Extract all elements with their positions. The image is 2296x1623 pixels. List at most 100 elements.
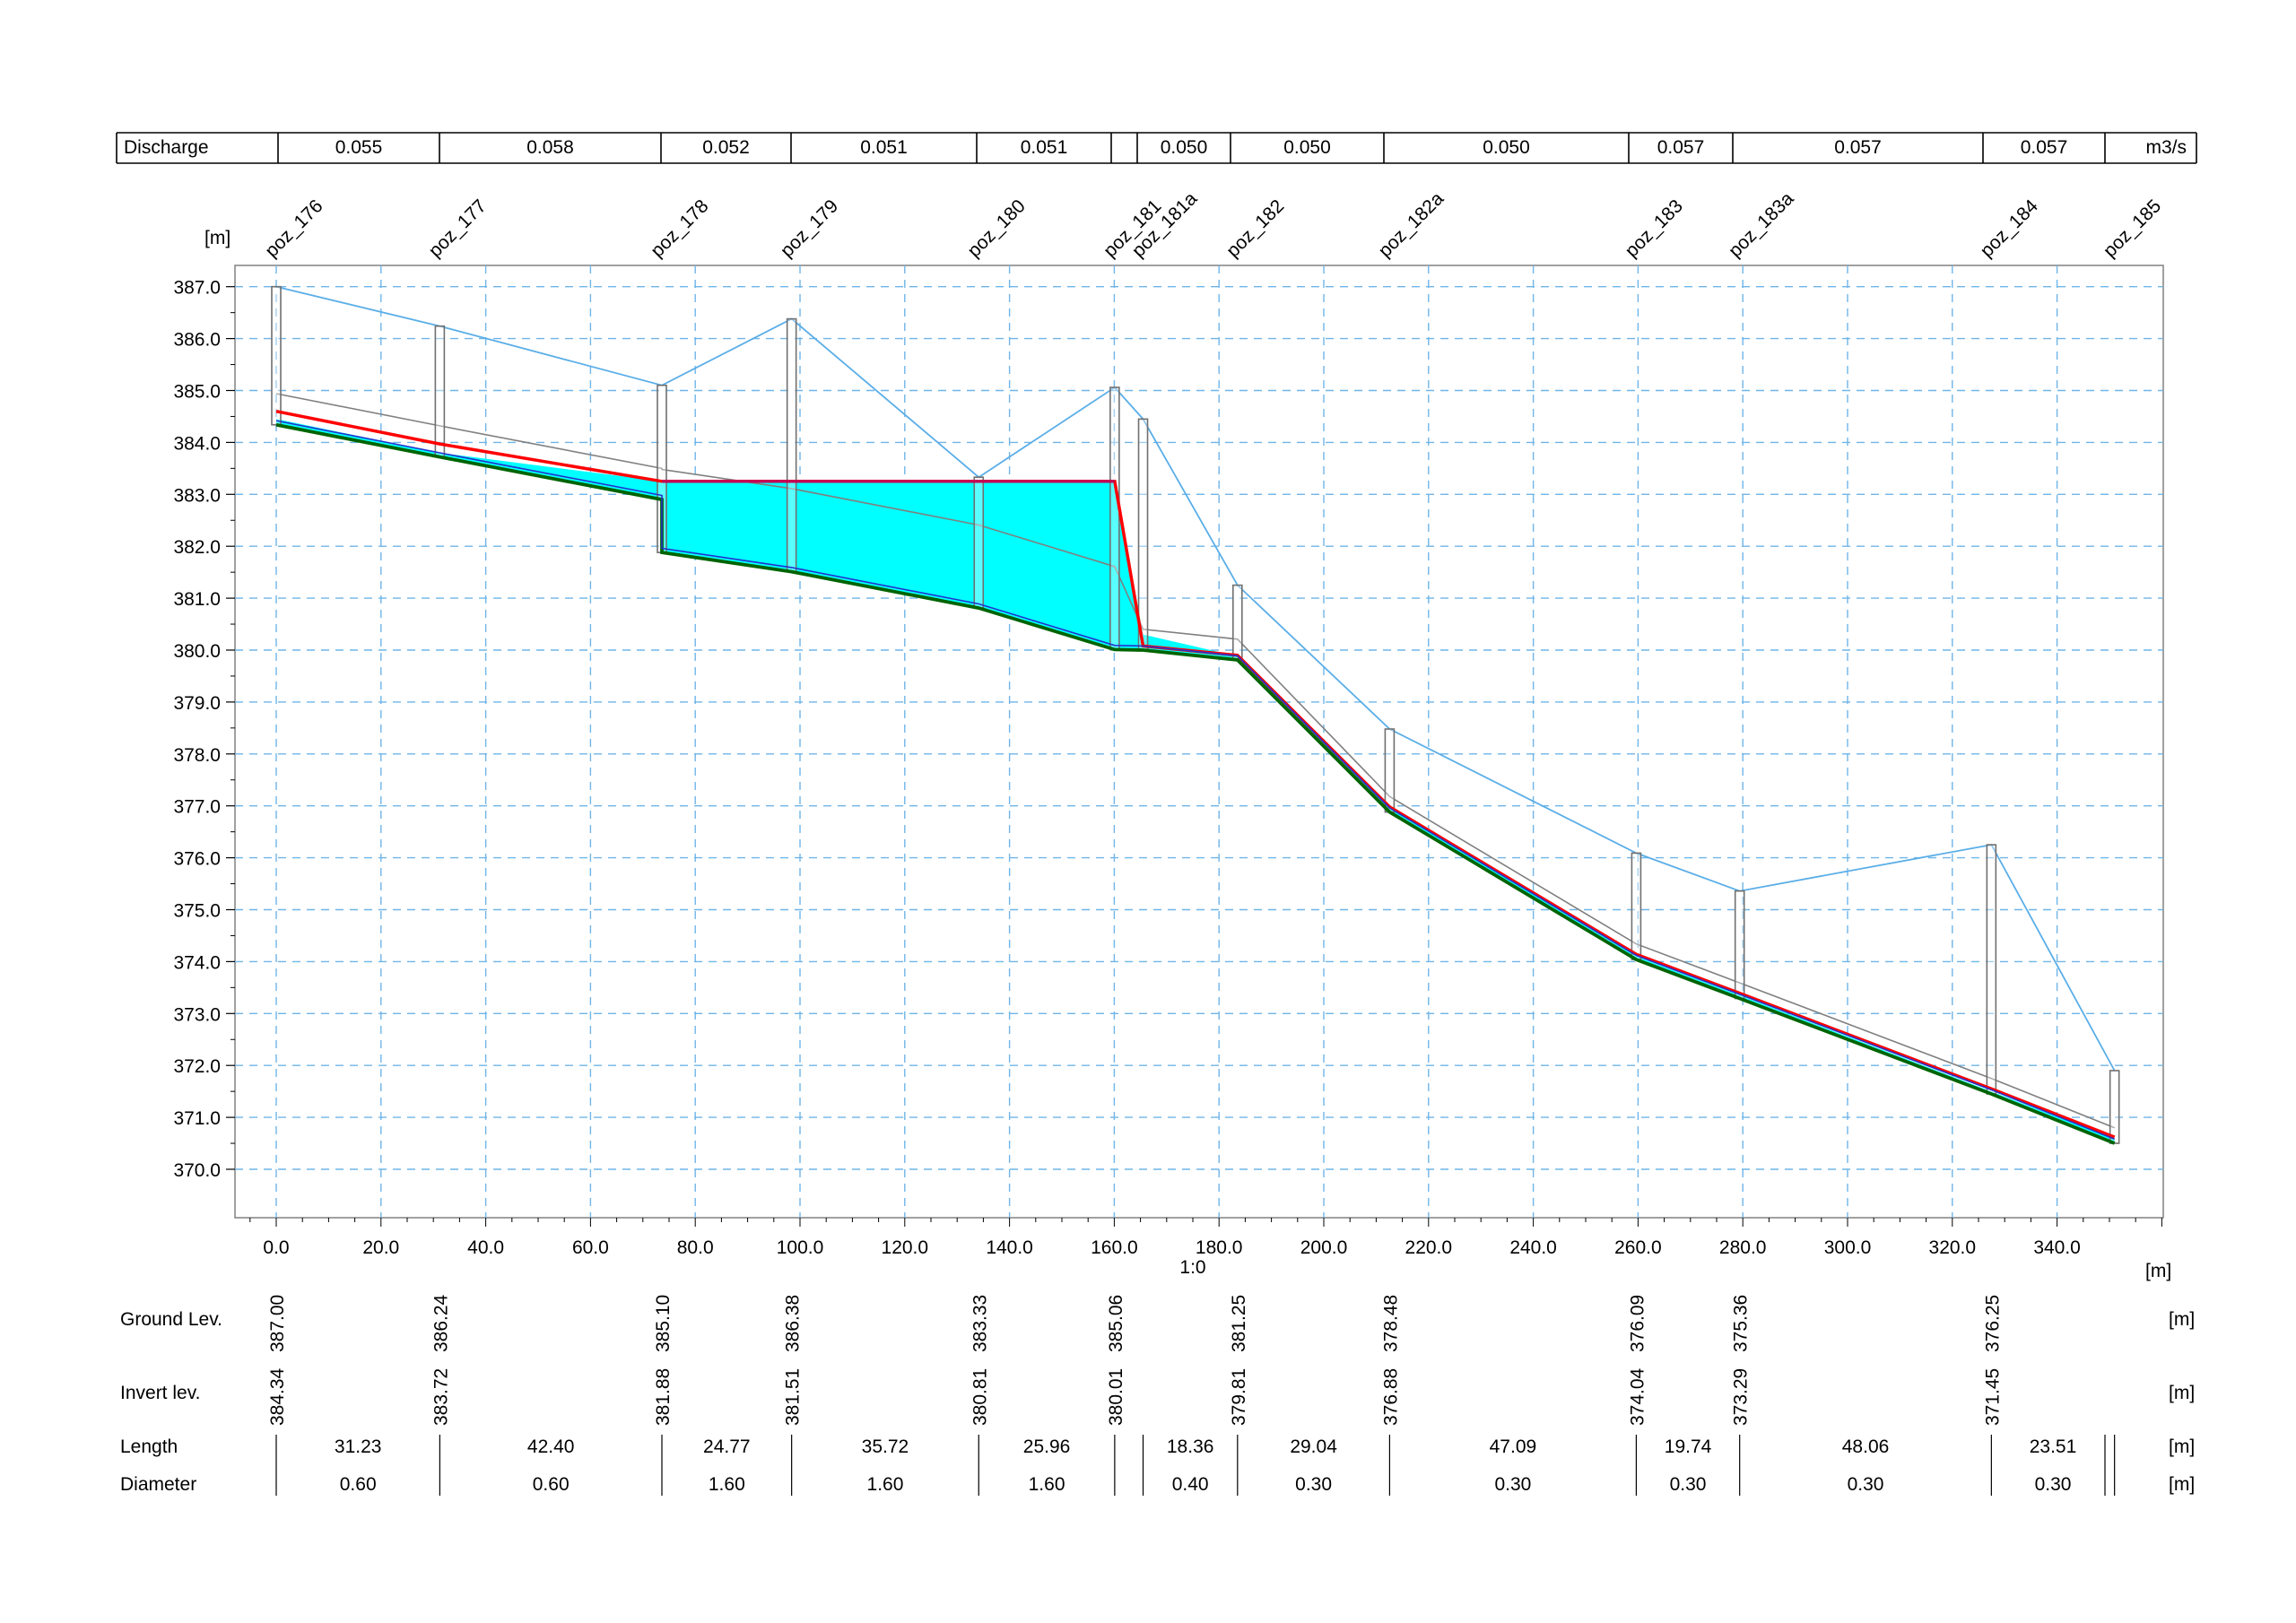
x-tick-label: 200.0 [1300, 1237, 1348, 1258]
discharge-value: 0.058 [526, 137, 574, 158]
ground-level-value: 385.10 [653, 1295, 674, 1352]
invert-level-value: 381.51 [783, 1368, 804, 1426]
x-tick-label: 140.0 [986, 1237, 1033, 1258]
pipe-crown-line [275, 393, 2115, 1129]
x-tick-label: 80.0 [677, 1237, 714, 1258]
y-tick-label: 372.0 [173, 1056, 221, 1077]
y-tick-label: 371.0 [173, 1108, 221, 1129]
manhole-label: poz_183a [1725, 188, 1798, 262]
diameter-value: 0.30 [1494, 1474, 1531, 1495]
data-table: 387.00 384.34 386.24 383.72 385.10 381.88 386.… [267, 1294, 2116, 1496]
ground-level-unit: [m] [2169, 1309, 2195, 1330]
length-value: 19.74 [1665, 1436, 1712, 1457]
x-tick-label: 0.0 [263, 1237, 289, 1258]
y-tick-label: 378.0 [173, 745, 221, 766]
manhole-label: poz_180 [964, 195, 1030, 261]
manhole-shaft [1232, 584, 1243, 661]
x-tick-label: 100.0 [777, 1237, 824, 1258]
y-tick-label: 386.0 [173, 330, 221, 351]
y-tick-label: 374.0 [173, 952, 221, 973]
invert-level-value: 373.29 [1731, 1368, 1752, 1426]
length-value: 48.06 [1842, 1436, 1890, 1457]
x-tick-label: 60.0 [572, 1237, 609, 1258]
y-tick-label: 387.0 [173, 278, 221, 299]
y-tick-label: 370.0 [173, 1160, 221, 1181]
length-value: 23.51 [2030, 1436, 2077, 1457]
ground-level-value: 376.09 [1627, 1295, 1648, 1352]
scale-label: 1:0 [1179, 1257, 1205, 1278]
y-tick-label: 376.0 [173, 849, 221, 870]
invert-level-value: 384.34 [267, 1367, 288, 1426]
length-value: 18.36 [1167, 1436, 1214, 1457]
invert-level-value: 383.72 [430, 1368, 451, 1426]
length-value: 42.40 [527, 1436, 575, 1457]
y-tick-label: 380.0 [173, 641, 221, 662]
invert-level-value: 376.88 [1380, 1368, 1401, 1426]
manhole-shaft [1137, 418, 1149, 651]
manhole-label: poz_183 [1622, 195, 1687, 261]
ground-level-value: 376.25 [1982, 1295, 2003, 1352]
discharge-value: 0.051 [1021, 137, 1068, 158]
y-tick-label: 377.0 [173, 797, 221, 818]
length-value: 31.23 [335, 1436, 382, 1457]
y-tick-label: 381.0 [173, 589, 221, 610]
ground-level-value: 387.00 [267, 1295, 288, 1352]
x-tick-label: 280.0 [1719, 1237, 1767, 1258]
y-tick-label: 384.0 [173, 433, 221, 454]
manhole-label: poz_179 [777, 195, 842, 261]
diameter-value: 0.60 [533, 1474, 570, 1495]
invert-level-value: 374.04 [1627, 1367, 1648, 1426]
manhole-shaft [1986, 844, 1997, 1095]
x-tick-label: 220.0 [1405, 1237, 1453, 1258]
y-tick-label: 382.0 [173, 537, 221, 558]
x-tick-label: 160.0 [1091, 1237, 1138, 1258]
diameter-label: Diameter [120, 1474, 196, 1495]
y-tick-label: 373.0 [173, 1004, 221, 1025]
invert-level-value: 371.45 [1982, 1368, 2003, 1426]
invert-level-value: 381.88 [653, 1368, 674, 1426]
x-tick-label: 240.0 [1509, 1237, 1557, 1258]
manhole-label: poz_182a [1375, 188, 1448, 262]
manhole-label: poz_182 [1222, 195, 1288, 261]
length-value: 29.04 [1290, 1436, 1337, 1457]
length-value: 47.09 [1490, 1436, 1537, 1457]
manhole-shaft [271, 285, 282, 426]
manhole-shaft [2109, 1070, 2120, 1144]
discharge-value: 0.051 [860, 137, 908, 158]
manhole-label: poz_177 [425, 195, 491, 261]
diameter-value: 0.40 [1172, 1474, 1209, 1495]
discharge-value: 0.052 [702, 137, 750, 158]
ground-level-value: 381.25 [1229, 1295, 1249, 1352]
plot-area: 370.0 371.0 372.0 373.0 374.0 375.0 376.0 377.0… [173, 188, 2165, 1258]
discharge-value: 0.057 [1834, 137, 1882, 158]
ground-level-value: 386.24 [430, 1294, 451, 1352]
manhole-shaft [1109, 386, 1120, 651]
length-value: 25.96 [1023, 1436, 1071, 1457]
length-label: Length [120, 1436, 178, 1457]
diameter-value: 0.30 [2035, 1474, 2072, 1495]
discharge-value: 0.055 [335, 137, 383, 158]
y-tick-label: 379.0 [173, 693, 221, 714]
length-value: 24.77 [703, 1436, 751, 1457]
plot-frame [234, 265, 2164, 1219]
invert-level-value: 379.81 [1229, 1368, 1249, 1426]
x-tick-label: 340.0 [2033, 1237, 2081, 1258]
x-axis-unit: [m] [2145, 1261, 2171, 1281]
diameter-value: 0.30 [1295, 1474, 1332, 1495]
diameter-value: 1.60 [1029, 1474, 1065, 1495]
manhole-shaft [786, 317, 797, 573]
diameter-value: 0.60 [340, 1474, 377, 1495]
ground-level-value: 385.06 [1106, 1295, 1126, 1352]
invert-level-unit: [m] [2169, 1383, 2195, 1403]
discharge-label: Discharge [124, 137, 209, 158]
discharge-table: Discharge m3/s 0.055 0.058 0.052 0.051 0.051… [116, 132, 2197, 164]
x-tick-label: 300.0 [1824, 1237, 1872, 1258]
diameter-value: 0.30 [1670, 1474, 1707, 1495]
ground-level-value: 375.36 [1731, 1295, 1752, 1352]
x-tick-label: 40.0 [467, 1237, 504, 1258]
discharge-value: 0.057 [1657, 137, 1705, 158]
invert-line [275, 422, 2116, 1145]
pipe-bottom-line [275, 420, 2115, 1141]
ground-level-label: Ground Lev. [120, 1309, 222, 1330]
